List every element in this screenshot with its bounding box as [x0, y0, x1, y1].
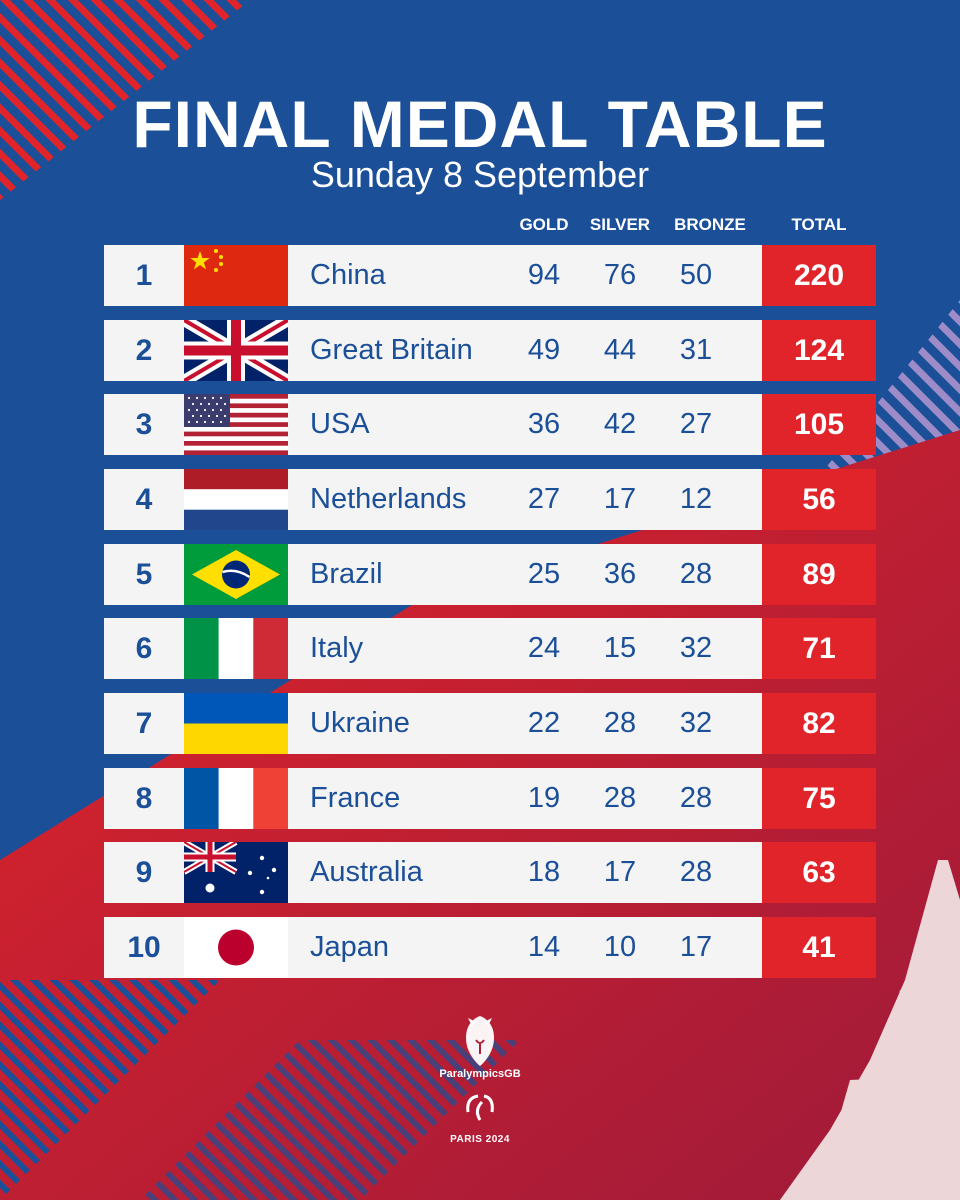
total-count: 75	[762, 768, 876, 829]
total-count: 220	[762, 245, 876, 306]
silver-count: 76	[603, 259, 637, 291]
page-subtitle: Sunday 8 September	[310, 154, 650, 195]
rank-cell: 1	[135, 259, 153, 292]
eiffel-tower-icon	[780, 860, 960, 1200]
paralympics-gb-logo: ParalympicsGB PARIS 2024	[420, 1010, 540, 1160]
total-count: 82	[762, 693, 876, 754]
table-row: 7 Ukraine 22 28 32 82	[104, 693, 876, 754]
rank-cell: 6	[135, 632, 153, 665]
total-count: 71	[762, 618, 876, 679]
country-name: China	[310, 259, 386, 291]
silver-count: 17	[603, 483, 637, 515]
rank-cell: 9	[135, 856, 153, 889]
bronze-count: 32	[679, 707, 713, 739]
rank-cell: 5	[135, 558, 153, 591]
gold-count: 19	[527, 782, 561, 814]
rank-cell: 2	[135, 334, 153, 367]
rank-cell: 4	[135, 483, 153, 516]
australia-flag-icon	[184, 842, 288, 903]
table-row: 2 Great Britain 49 44 31 124	[104, 320, 876, 381]
table-row: 6 Italy 24 15 32 71	[104, 618, 876, 679]
france-flag-icon	[184, 768, 288, 829]
bronze-count: 31	[679, 334, 713, 366]
games-label: PARIS 2024	[450, 1134, 510, 1145]
silver-count: 17	[603, 856, 637, 888]
bronze-count: 27	[679, 408, 713, 440]
gold-count: 24	[527, 632, 561, 664]
rank-cell: 3	[135, 408, 153, 441]
country-name: Great Britain	[310, 334, 473, 366]
total-count: 89	[762, 544, 876, 605]
rank-cell: 8	[135, 782, 153, 815]
header-silver: SILVER	[589, 215, 651, 234]
silver-count: 44	[603, 334, 637, 366]
bronze-count: 50	[679, 259, 713, 291]
total-count: 105	[762, 394, 876, 455]
usa-flag-icon	[184, 394, 288, 455]
gold-count: 14	[527, 931, 561, 963]
silver-count: 15	[603, 632, 637, 664]
country-name: USA	[310, 408, 370, 440]
great-britain-flag-icon	[184, 320, 288, 381]
country-name: Brazil	[310, 558, 383, 590]
table-row: 9 Australia 1	[104, 842, 876, 903]
header-gold: GOLD	[519, 215, 569, 234]
bronze-count: 17	[679, 931, 713, 963]
gold-count: 49	[527, 334, 561, 366]
country-name: France	[310, 782, 401, 814]
total-count: 41	[762, 917, 876, 978]
netherlands-flag-icon	[184, 469, 288, 530]
gold-count: 22	[527, 707, 561, 739]
rank-cell: 7	[135, 707, 153, 740]
silver-count: 42	[603, 408, 637, 440]
bronze-count: 28	[679, 782, 713, 814]
country-name: Japan	[310, 931, 390, 963]
lion-icon	[466, 1016, 494, 1066]
agitos-icon	[466, 1094, 494, 1121]
bronze-count: 28	[679, 558, 713, 590]
china-flag-icon	[184, 245, 288, 306]
silver-count: 28	[603, 782, 637, 814]
japan-flag-icon	[184, 917, 288, 978]
table-row: 1 China 94 76 50 220	[104, 245, 876, 306]
brand-name: ParalympicsGB	[439, 1068, 521, 1080]
bronze-count: 32	[679, 632, 713, 664]
silver-count: 36	[603, 558, 637, 590]
ukraine-flag-icon	[184, 693, 288, 754]
table-row: 5 Brazil 25 36 28 89	[104, 544, 876, 605]
country-name: Italy	[310, 632, 364, 664]
header-bronze: BRONZE	[674, 215, 746, 234]
table-row: 4 Netherlands 27 17 12 56	[104, 469, 876, 530]
country-name: Australia	[310, 856, 423, 888]
gold-count: 94	[527, 259, 561, 291]
italy-flag-icon	[184, 618, 288, 679]
total-count: 124	[762, 320, 876, 381]
page-title: FINAL MEDAL TABLE	[132, 87, 828, 161]
gold-count: 27	[527, 483, 561, 515]
gold-count: 36	[527, 408, 561, 440]
header-total: TOTAL	[791, 215, 847, 234]
total-count: 63	[762, 842, 876, 903]
country-name: Netherlands	[310, 483, 467, 515]
silver-count: 10	[603, 931, 637, 963]
gold-count: 18	[527, 856, 561, 888]
total-count: 56	[762, 469, 876, 530]
table-row: 8 France 19 28 28 75	[104, 768, 876, 829]
silver-count: 28	[603, 707, 637, 739]
table-row: 10 Japan 14 10 17 41	[104, 917, 876, 978]
table-row: 3 USA 36 42	[104, 394, 876, 455]
rank-cell: 10	[127, 931, 161, 964]
country-name: Ukraine	[310, 707, 410, 739]
gold-count: 25	[527, 558, 561, 590]
bronze-count: 28	[679, 856, 713, 888]
bronze-count: 12	[679, 483, 713, 515]
brazil-flag-icon	[184, 544, 288, 605]
